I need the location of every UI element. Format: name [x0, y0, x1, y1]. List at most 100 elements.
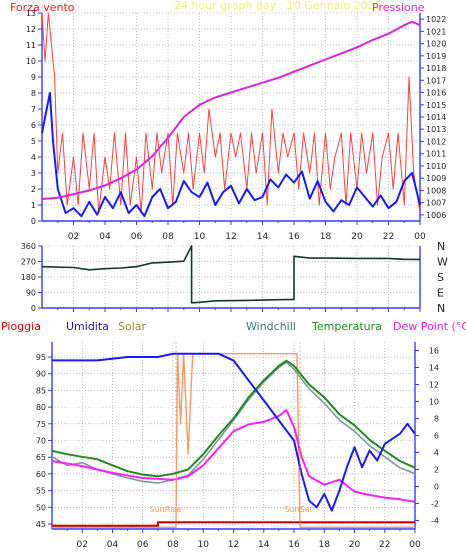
x-tick-label: 16	[288, 232, 300, 242]
y-left-tick-label: 80	[36, 403, 46, 412]
y-left-tick-label: 55	[36, 487, 46, 496]
y-left-tick-label: 0	[31, 217, 36, 226]
y-left-tick-label: 12	[26, 25, 36, 34]
x-tick-label: 06	[137, 540, 149, 550]
y-right-tick-label: 1011	[426, 150, 446, 159]
x-tick-label: 08	[162, 232, 174, 242]
y-left-tick-label: 270	[21, 258, 36, 267]
x-tick-label: 10	[198, 540, 210, 550]
x-tick-label: 20	[351, 232, 363, 242]
y-right-tick-label: 1014	[426, 113, 446, 122]
y-left-tick-label: 360	[21, 242, 36, 251]
y-left-tick-label: 3	[31, 169, 36, 178]
compass-label: S	[437, 271, 444, 284]
y-right-tick-label: 1012	[426, 137, 446, 146]
y-right-tick-label: 1013	[426, 125, 446, 134]
y-right-tick-label: 1018	[426, 64, 446, 73]
x-tick-label: 02	[68, 232, 79, 242]
y-left-tick-label: 0	[31, 304, 36, 313]
series-pioggia	[52, 521, 415, 527]
y-left-tick-label: 6	[31, 121, 36, 130]
y-right-tick-label: 0	[434, 483, 439, 492]
y-right-tick-label: -4	[431, 517, 439, 526]
x-tick-label: 12	[228, 540, 239, 550]
series-umidita	[52, 352, 416, 512]
y-right-tick-label: 4	[434, 449, 439, 458]
x-tick-label: 06	[131, 232, 143, 242]
y-left-tick-label: 75	[36, 420, 46, 429]
y-left-tick-label: 90	[26, 289, 36, 298]
y-left-tick-label: 8	[31, 89, 36, 98]
pressure-axis-title: Pressione	[372, 1, 425, 14]
chart-layer: 02 04 06 08 10 12 14 16 18 20 22 000123456789101112…	[21, 9, 448, 550]
y-left-tick-label: 4	[31, 153, 36, 162]
y-right-tick-label: -2	[431, 500, 439, 509]
y-right-tick-label: 8	[434, 415, 439, 424]
windchill-legend: Windchill	[246, 320, 296, 333]
series-temperatura	[51, 359, 416, 478]
x-tick-label: 08	[167, 540, 179, 550]
x-tick-label: 04	[107, 540, 119, 550]
chart-title: 24 hour graph day : 10 Gennaio 2023	[174, 0, 382, 12]
x-tick-label: 22	[379, 540, 390, 550]
y-right-tick-label: 1016	[426, 89, 446, 98]
sunrise-label: SunRise	[149, 505, 181, 514]
x-tick-label: 12	[225, 232, 236, 242]
y-left-tick-label: 1	[31, 201, 36, 210]
sunset-label: SunSet	[284, 505, 312, 514]
x-tick-label: 22	[383, 232, 394, 242]
compass-label: W	[437, 256, 448, 269]
y-left-tick-label: 65	[36, 453, 46, 462]
y-right-tick-label: 16	[429, 347, 439, 356]
y-left-tick-label: 7	[31, 105, 36, 114]
series-dew-point	[51, 409, 416, 503]
x-tick-label: 20	[349, 540, 361, 550]
y-right-tick-label: 10	[429, 398, 439, 407]
series-solar	[52, 353, 415, 528]
y-right-tick-label: 6	[434, 432, 439, 441]
series-media-vento	[41, 92, 421, 218]
x-tick-label: 02	[77, 540, 88, 550]
y-right-tick-label: 14	[429, 364, 439, 373]
y-right-tick-label: 1019	[426, 52, 446, 61]
y-left-tick-label: 70	[36, 437, 46, 446]
solar-legend: Solar	[118, 320, 147, 333]
y-left-tick-label: 45	[36, 520, 46, 529]
x-tick-label: 00	[414, 232, 426, 242]
y-right-tick-label: 1006	[426, 211, 446, 220]
x-tick-label: 00	[409, 540, 421, 550]
y-left-tick-label: 90	[36, 370, 46, 379]
y-left-tick-label: 180	[21, 273, 36, 282]
x-tick-label: 04	[99, 232, 111, 242]
y-left-tick-label: 50	[36, 503, 46, 512]
y-right-tick-label: 1009	[426, 174, 446, 183]
y-right-tick-label: 1022	[426, 15, 446, 24]
x-tick-label: 14	[258, 540, 270, 550]
y-left-tick-label: 11	[26, 41, 36, 50]
rain-legend: Pioggia	[1, 320, 41, 333]
series-raffica	[41, 12, 421, 214]
y-right-tick-label: 1010	[426, 162, 446, 171]
series-direzione	[41, 245, 421, 304]
y-right-tick-label: 1015	[426, 101, 446, 110]
x-tick-label: 16	[288, 540, 300, 550]
y-left-tick-label: 60	[36, 470, 46, 479]
y-left-tick-label: 5	[31, 137, 36, 146]
temperature-legend: Temperatura	[311, 320, 382, 333]
series-pressione	[41, 20, 421, 200]
x-tick-label: 10	[194, 232, 206, 242]
x-tick-label: 18	[319, 540, 331, 550]
y-left-tick-label: 13	[26, 9, 36, 18]
x-tick-label: 14	[257, 232, 269, 242]
wind-axis-title: Forza vento	[10, 1, 75, 14]
humidity-legend: Umidita	[66, 320, 109, 333]
compass-label: N	[437, 302, 445, 315]
compass-label: N	[437, 240, 445, 253]
y-right-tick-label: 1021	[426, 27, 446, 36]
y-right-tick-label: 1017	[426, 76, 446, 85]
y-left-tick-label: 95	[36, 353, 46, 362]
y-left-tick-label: 10	[26, 57, 36, 66]
y-right-tick-label: 2	[434, 466, 439, 475]
